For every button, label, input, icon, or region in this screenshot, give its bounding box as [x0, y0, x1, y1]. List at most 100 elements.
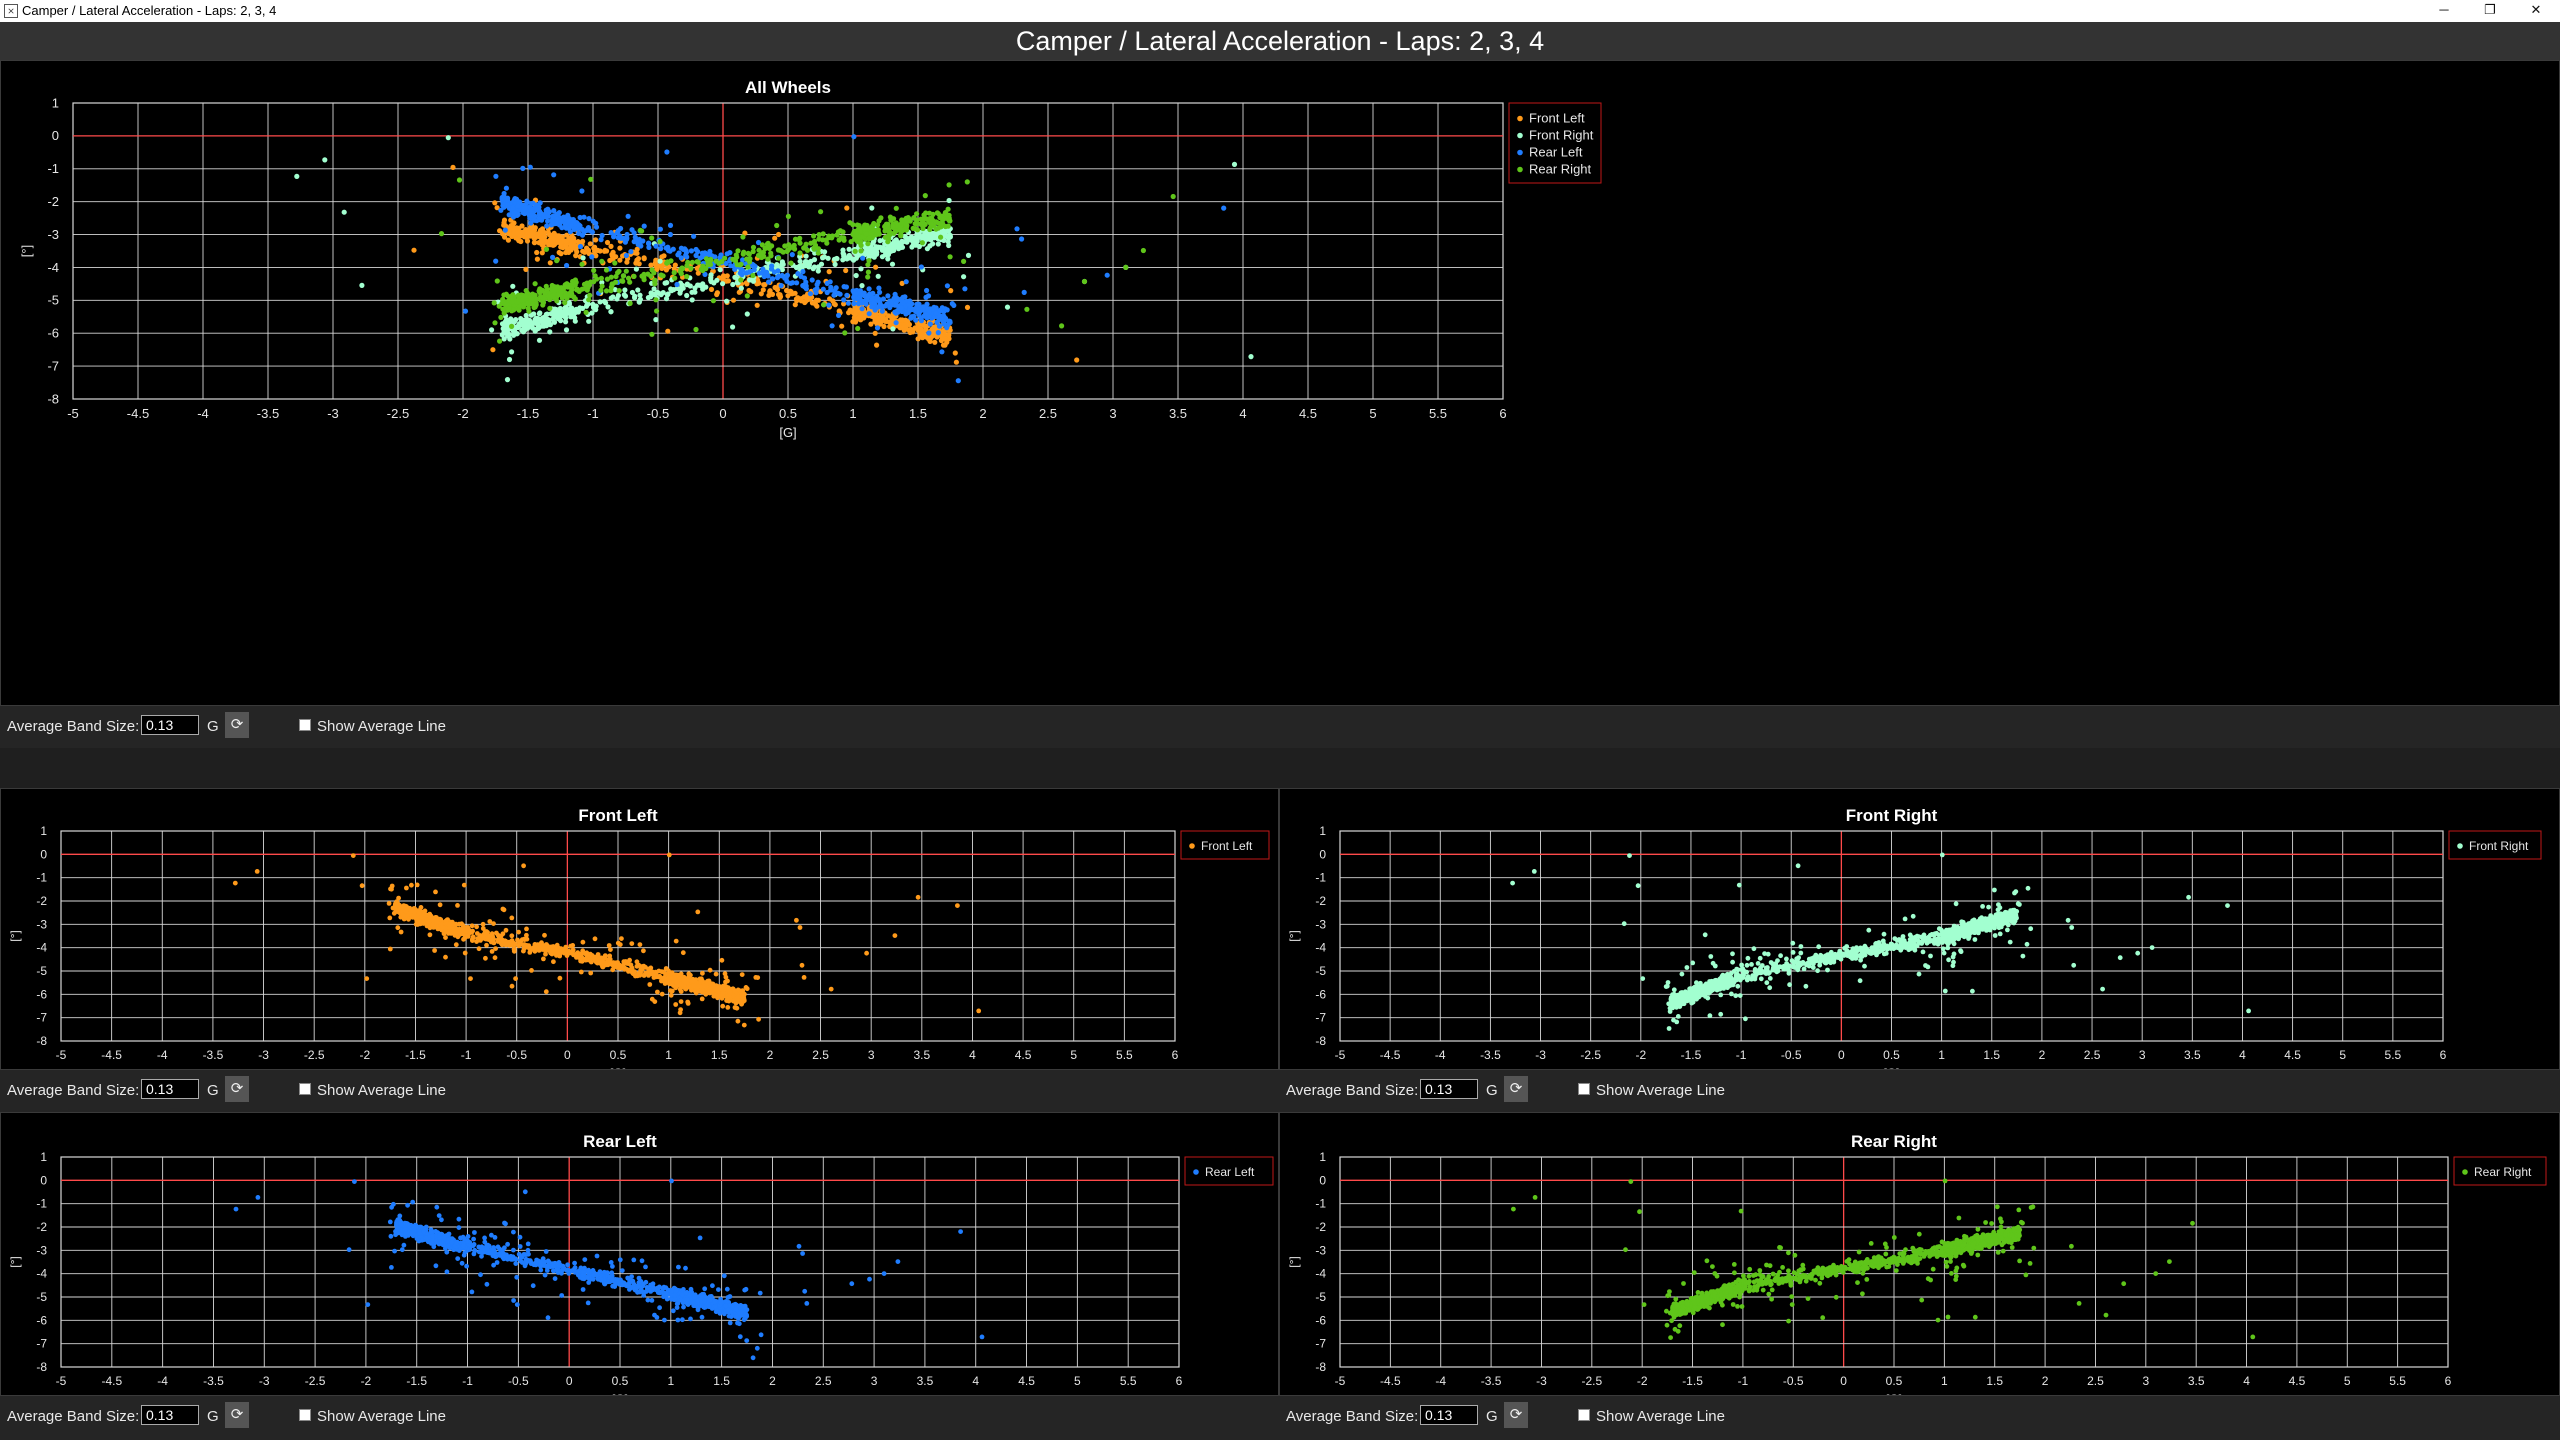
x-tick-label: -1	[461, 1048, 472, 1062]
data-point	[779, 267, 786, 273]
data-point	[738, 277, 744, 283]
data-point	[1004, 304, 1011, 310]
close-button[interactable]: ✕	[2530, 2, 2542, 17]
x-tick-label: -4	[157, 1048, 168, 1062]
data-point	[541, 943, 546, 948]
data-point	[532, 239, 538, 246]
data-point	[820, 255, 826, 261]
refresh-button[interactable]: ⟳	[225, 1076, 249, 1102]
data-point	[560, 286, 567, 292]
data-point	[588, 953, 594, 959]
all-wheels-chart[interactable]: All Wheels-5 -4.5 -4 -3.5 -3 -2.5 -2 -1.5 -1 -0.5…	[1, 61, 2559, 705]
x-tick-label: 0	[719, 406, 726, 421]
data-point	[840, 229, 846, 235]
data-point	[513, 317, 519, 323]
maximize-button[interactable]: ❐	[2484, 2, 2496, 17]
data-point	[707, 981, 713, 987]
data-point	[1014, 226, 1020, 232]
data-point	[663, 966, 669, 971]
data-point	[900, 300, 906, 306]
data-point	[695, 270, 701, 276]
splitter[interactable]	[0, 748, 2560, 788]
data-point	[731, 993, 736, 999]
x-tick-label: -0.5	[647, 406, 669, 421]
data-point	[588, 970, 594, 976]
show-average-checkbox[interactable]	[299, 719, 311, 731]
data-point	[734, 262, 740, 268]
data-point	[1621, 921, 1627, 927]
data-point	[1764, 980, 1770, 986]
x-tick-label: 3	[1109, 406, 1116, 421]
data-point	[658, 292, 664, 298]
data-point	[812, 299, 818, 305]
data-point	[618, 235, 624, 241]
avg-band-input[interactable]	[141, 715, 199, 735]
data-point	[543, 951, 548, 957]
data-point	[891, 230, 897, 236]
data-point	[797, 258, 803, 264]
data-point	[756, 247, 762, 253]
data-point	[755, 239, 762, 246]
data-point	[937, 307, 943, 314]
data-point	[697, 977, 703, 983]
data-point	[570, 217, 576, 223]
data-point	[667, 231, 674, 238]
data-point	[484, 929, 489, 934]
data-point	[677, 269, 684, 275]
data-point	[653, 317, 659, 323]
data-point	[572, 315, 578, 321]
data-point	[649, 996, 655, 1002]
data-point	[887, 299, 894, 305]
x-tick-label: 0.5	[1883, 1048, 1900, 1062]
y-tick-label: -5	[1315, 964, 1326, 978]
front-right-chart[interactable]: Front Right-5 -4.5 -4 -3.5 -3 -2.5 -2 -1.5 -1 -0.…	[1280, 789, 2559, 1069]
data-point	[872, 245, 878, 251]
data-point	[519, 223, 525, 229]
data-point	[948, 288, 954, 294]
data-point	[769, 276, 775, 282]
x-tick-label: -1.5	[1681, 1048, 1702, 1062]
data-point	[780, 249, 786, 255]
data-point	[858, 266, 864, 272]
data-point	[551, 208, 557, 214]
data-point	[1729, 991, 1734, 997]
data-point	[545, 213, 551, 219]
data-point	[907, 327, 914, 333]
refresh-button[interactable]: ⟳	[225, 712, 249, 738]
data-point	[863, 231, 870, 237]
data-point	[663, 245, 669, 251]
avg-band-input[interactable]	[141, 1079, 199, 1099]
data-point	[542, 932, 547, 938]
data-point	[605, 957, 610, 963]
unit-label: G	[207, 1082, 219, 1099]
minimize-button[interactable]: ─	[2439, 2, 2449, 17]
data-point	[1784, 956, 1789, 962]
data-point	[764, 241, 771, 247]
x-axis-label: [G]	[610, 1066, 626, 1069]
y-tick-label: -2	[1315, 894, 1326, 908]
data-point	[509, 933, 515, 939]
y-tick-label: -3	[1315, 917, 1326, 931]
data-point	[961, 274, 967, 280]
data-point	[938, 221, 944, 227]
data-point	[636, 298, 642, 304]
data-point	[637, 227, 643, 233]
data-point	[677, 1010, 683, 1016]
data-point	[697, 983, 702, 989]
data-point	[598, 237, 604, 243]
data-point	[853, 291, 859, 297]
show-average-checkbox[interactable]	[299, 1083, 311, 1095]
data-point	[866, 258, 872, 264]
data-point	[537, 210, 543, 216]
data-point	[904, 222, 910, 229]
data-point	[457, 926, 462, 932]
data-point	[1104, 272, 1110, 278]
data-point	[591, 267, 597, 274]
x-tick-label: 4.5	[1015, 1048, 1032, 1062]
data-point	[839, 323, 845, 329]
data-point	[500, 306, 506, 312]
front-left-chart[interactable]: Front Left-5 -4.5 -4 -3.5 -3 -2.5 -2 -1.5 -1 -0.5…	[1, 789, 1278, 1069]
data-point	[625, 275, 632, 281]
data-point	[616, 288, 622, 294]
data-point	[851, 134, 857, 140]
